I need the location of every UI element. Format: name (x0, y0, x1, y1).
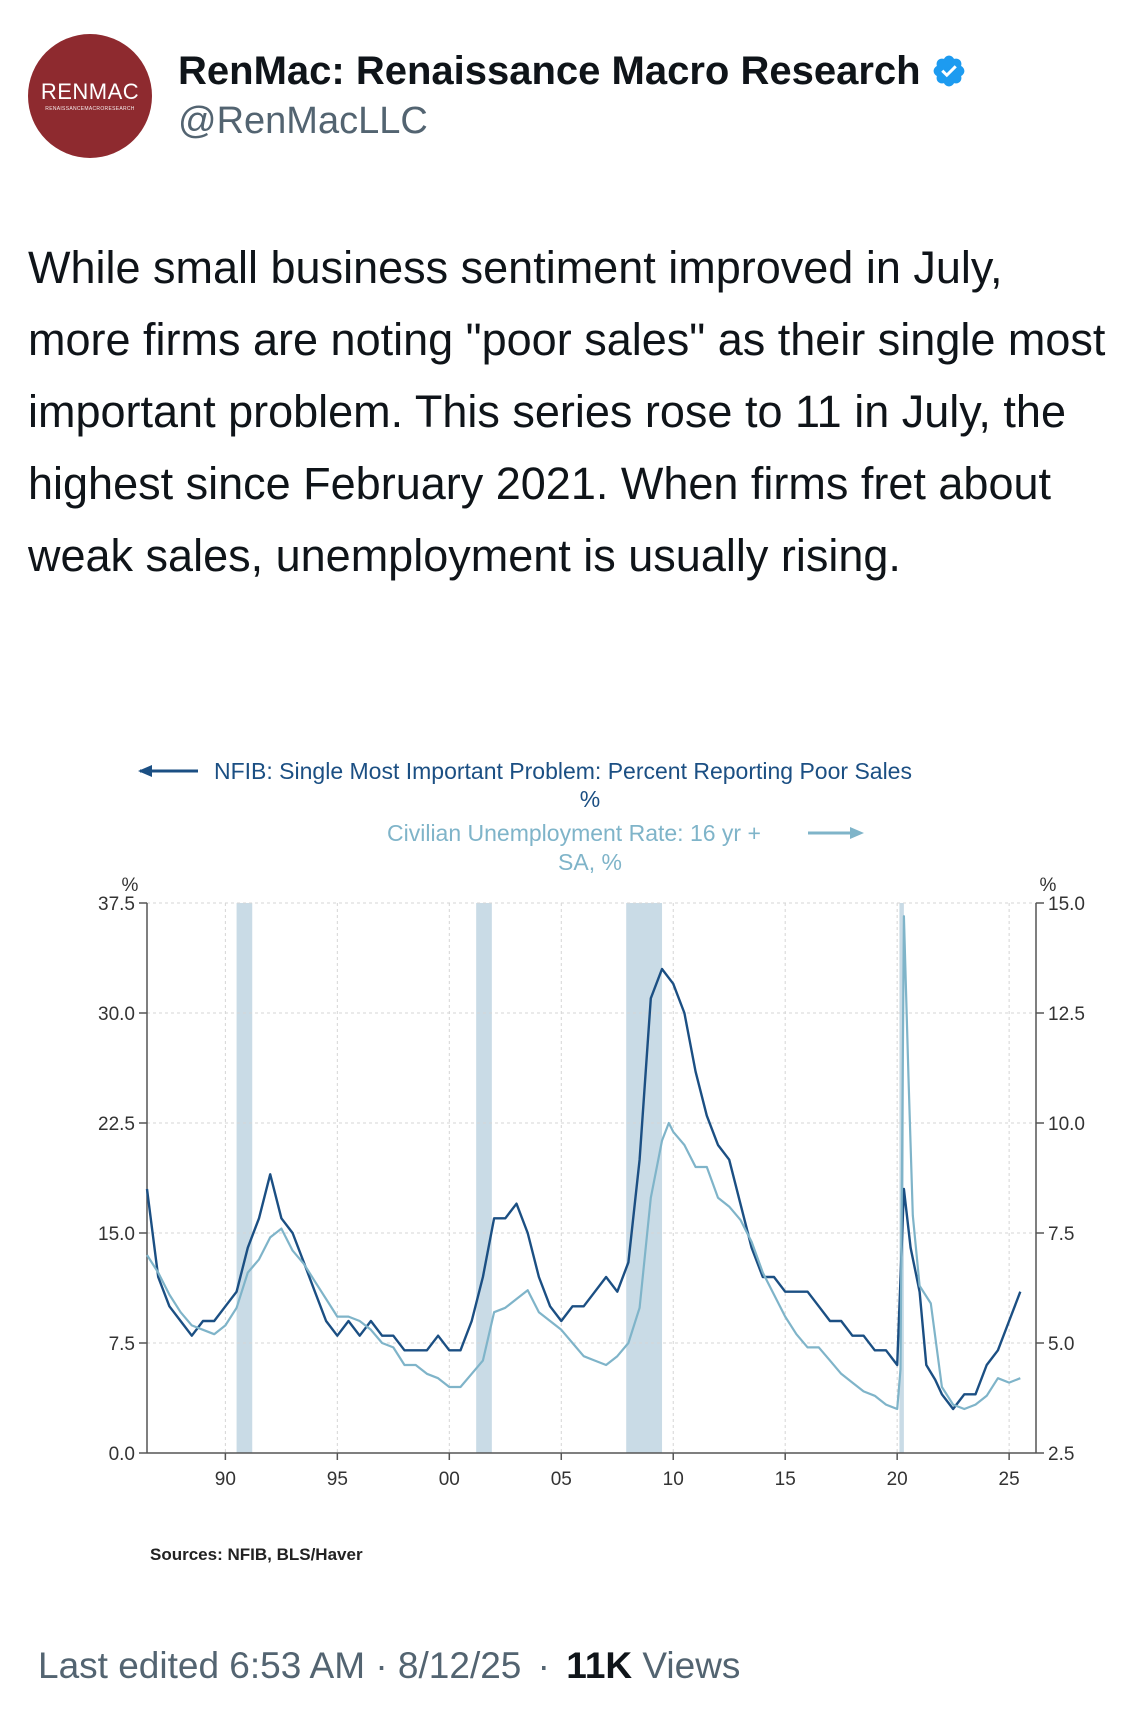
x-axis-tick-label: 90 (215, 1469, 236, 1490)
handle[interactable]: @RenMacLLC (178, 100, 428, 142)
dual-axis-line-chart: 0.0 2.5 7.5 5.0 15.0 7.5 22.5 10.0 30.0 12.5 37.5 1… (98, 758, 1085, 1564)
tweet-header: RENMAC RENAISSANCEMACRORESEARCH RenMac: … (28, 34, 1108, 164)
author-block: RenMac: Renaissance Macro Research @RenM… (178, 46, 967, 144)
legend-series-2: Civilian Unemployment Rate: 16 yr + (387, 820, 761, 846)
x-axis-tick-label: 00 (439, 1469, 460, 1490)
series-line-unemployment (146, 915, 1021, 1411)
right-axis-tick-label: 2.5 (1048, 1444, 1074, 1465)
views-count: 11K (566, 1645, 633, 1686)
left-axis-tick-label: 22.5 (98, 1114, 135, 1135)
right-axis-tick-label: 10.0 (1048, 1114, 1085, 1135)
views-label: Views (642, 1645, 741, 1686)
x-axis-tick-label: 95 (327, 1469, 348, 1490)
right-axis-tick-label: 12.5 (1048, 1004, 1085, 1025)
avatar[interactable]: RENMAC RENAISSANCEMACRORESEARCH (28, 34, 152, 158)
left-axis-tick-label: 15.0 (98, 1224, 135, 1245)
left-axis-unit-label: % (122, 875, 139, 896)
tweet-text: While small business sentiment improved … (28, 242, 1118, 581)
left-axis-tick-label: 7.5 (109, 1334, 135, 1355)
display-name[interactable]: RenMac: Renaissance Macro Research (178, 49, 921, 93)
logo-subtext: RENAISSANCEMACRORESEARCH (45, 105, 135, 112)
x-axis-tick-label: 10 (663, 1469, 684, 1490)
series-line-poor-sales (145, 967, 1022, 1411)
recession-band (476, 903, 492, 1453)
right-axis-tick-label: 5.0 (1048, 1334, 1074, 1355)
left-axis-tick-label: 0.0 (109, 1444, 135, 1465)
legend-arrow-right-icon (850, 827, 864, 839)
right-axis-tick-label: 7.5 (1048, 1224, 1074, 1245)
chart-source: Sources: NFIB, BLS/Haver (150, 1545, 363, 1564)
verified-badge-icon (933, 55, 964, 87)
tweet-meta: Last edited 6:53 AM · 8/12/25 · 11K View… (38, 1645, 740, 1687)
legend-series-2-unit: SA, % (558, 849, 622, 875)
chart-image[interactable]: 0.0 2.5 7.5 5.0 15.0 7.5 22.5 10.0 30.0 12.5 37.5 1… (0, 740, 1128, 1570)
legend-series-1: NFIB: Single Most Important Problem: Per… (214, 758, 912, 784)
display-name-row[interactable]: RenMac: Renaissance Macro Research (178, 46, 967, 96)
logo-text: RENMAC (40, 78, 140, 104)
meta-separator: · (537, 1645, 550, 1686)
x-axis-tick-label: 05 (551, 1469, 572, 1490)
x-axis-tick-label: 25 (999, 1469, 1020, 1490)
x-axis-tick-label: 15 (775, 1469, 796, 1490)
legend-arrow-left-icon (138, 765, 152, 777)
recession-band (236, 903, 253, 1453)
edited-timestamp[interactable]: Last edited 6:53 AM · 8/12/25 (38, 1645, 522, 1686)
left-axis-tick-label: 37.5 (98, 894, 135, 915)
legend-series-1-unit: % (580, 786, 600, 812)
left-axis-tick-label: 30.0 (98, 1004, 135, 1025)
recession-band (626, 903, 663, 1453)
x-axis-tick-label: 20 (887, 1469, 908, 1490)
right-axis-tick-label: 15.0 (1048, 894, 1085, 915)
right-axis-unit-label: % (1040, 875, 1057, 896)
